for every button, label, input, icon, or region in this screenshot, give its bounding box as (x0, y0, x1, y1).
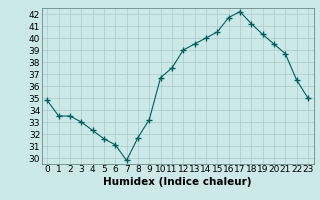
X-axis label: Humidex (Indice chaleur): Humidex (Indice chaleur) (103, 177, 252, 187)
